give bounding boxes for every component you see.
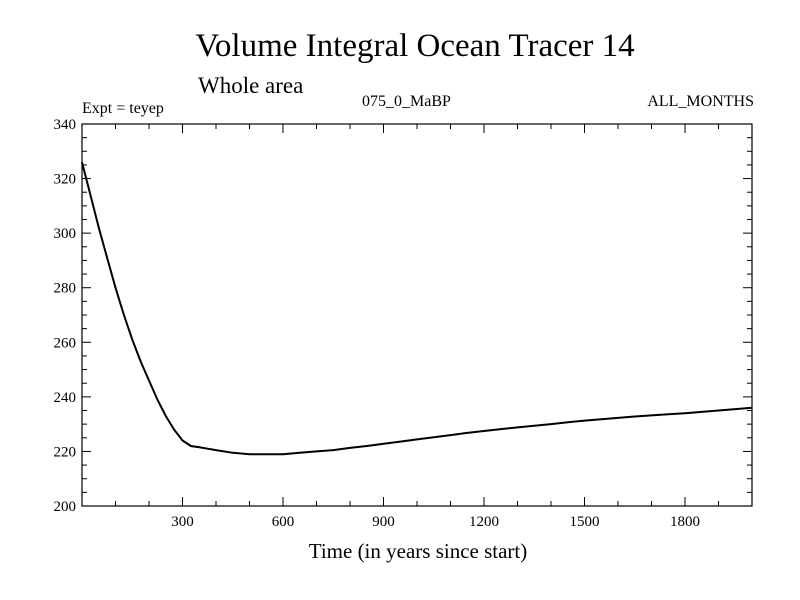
y-tick-label: 320 (54, 172, 77, 188)
x-tick-label: 600 (272, 514, 295, 530)
x-tick-label: 900 (372, 514, 395, 530)
chart-title: Volume Integral Ocean Tracer 14 (195, 28, 635, 64)
x-tick-label: 1200 (469, 514, 499, 530)
y-tick-label: 260 (54, 335, 77, 351)
y-tick-label: 300 (54, 226, 77, 242)
experiment-label: Expt = teyep (82, 100, 164, 117)
x-tick-label: 300 (171, 514, 194, 530)
months-label: ALL_MONTHS (647, 93, 754, 110)
y-tick-label: 220 (54, 444, 77, 460)
major-ticks (82, 124, 752, 506)
y-tick-label: 200 (54, 499, 77, 515)
chart-subtitle: Whole area (198, 73, 304, 98)
x-tick-label: 1500 (570, 514, 600, 530)
series-line (81, 161, 753, 456)
period-label: 075_0_MaBP (362, 93, 451, 110)
tick-labels: 300 600 900 1200 1500 1800 200 220 240 260 280 300 3… (54, 117, 701, 530)
plot-frame (81, 123, 753, 507)
x-axis-title: Time (in years since start) (308, 539, 528, 563)
y-tick-label: 280 (54, 281, 77, 297)
y-tick-label: 340 (54, 117, 77, 133)
y-tick-label: 240 (54, 390, 77, 406)
minor-ticks (82, 124, 752, 506)
x-tick-label: 1800 (670, 514, 700, 530)
